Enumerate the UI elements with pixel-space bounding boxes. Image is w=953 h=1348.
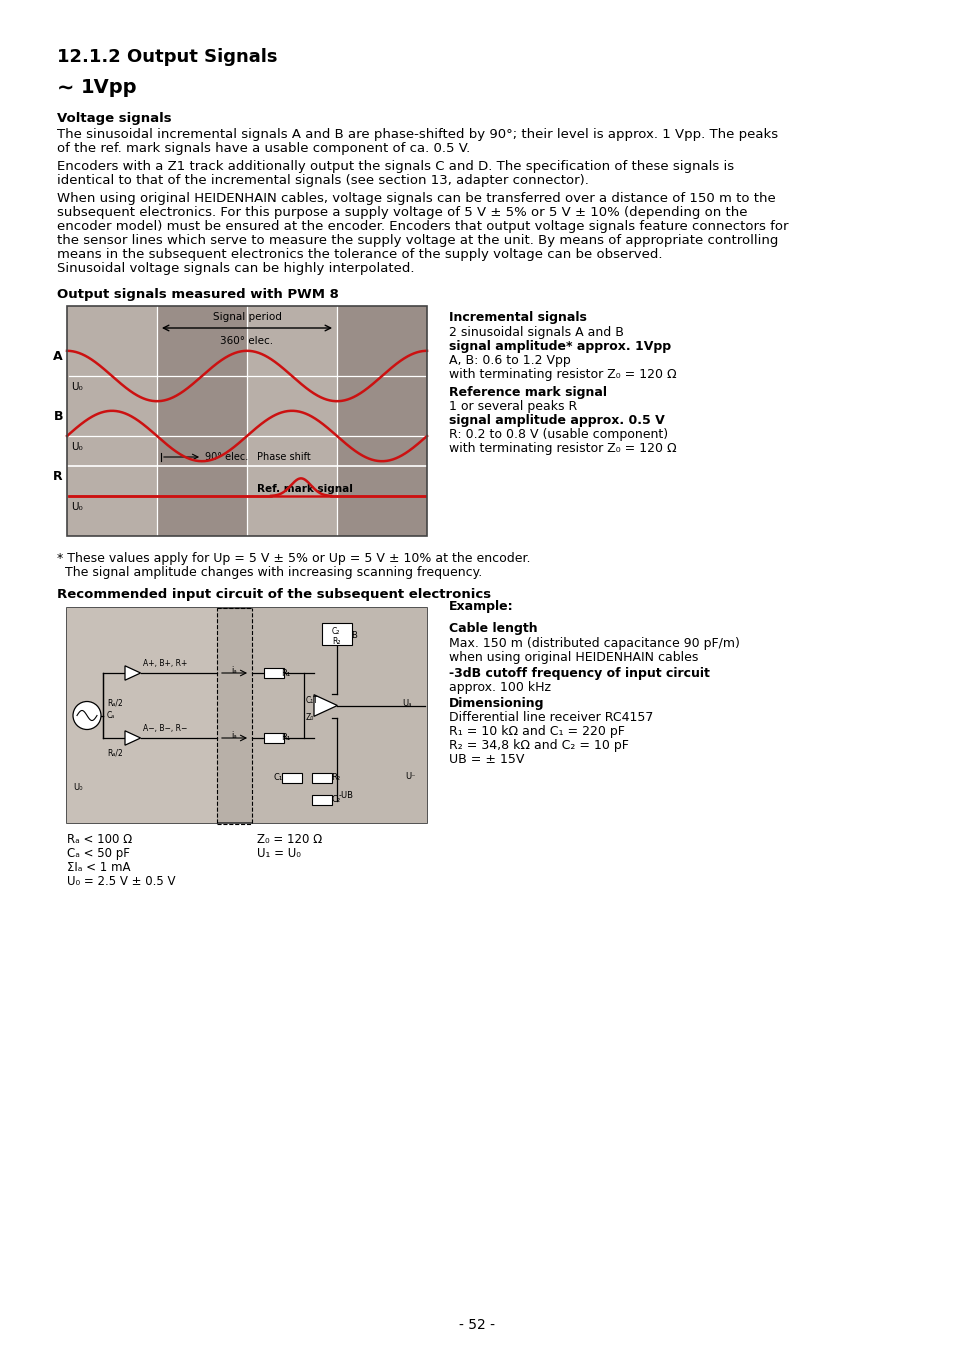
Text: Rₐ < 100 Ω: Rₐ < 100 Ω (67, 833, 132, 847)
Text: A: A (53, 350, 63, 363)
Text: 2 sinusoidal signals A and B: 2 sinusoidal signals A and B (449, 326, 623, 338)
Polygon shape (314, 694, 337, 716)
Text: Ref. mark signal: Ref. mark signal (256, 484, 353, 493)
Text: U₀: U₀ (71, 501, 83, 512)
Bar (67, 608, 216, 824)
Text: C₂: C₂ (332, 627, 340, 635)
Text: B: B (53, 410, 63, 423)
Text: U₀: U₀ (71, 381, 83, 392)
Text: C₁T: C₁T (306, 696, 318, 705)
Text: Rₐ/2: Rₐ/2 (107, 698, 123, 706)
Text: C₁: C₁ (274, 774, 282, 782)
Text: U⁻: U⁻ (405, 772, 416, 780)
Text: -UB: -UB (338, 791, 354, 801)
Text: encoder model) must be ensured at the encoder. Encoders that output voltage sign: encoder model) must be ensured at the en… (57, 220, 788, 233)
Text: 12.1.2 Output Signals: 12.1.2 Output Signals (57, 49, 277, 66)
Text: Incremental signals: Incremental signals (449, 311, 586, 324)
Text: Encoders with a Z1 track additionally output the signals C and D. The specificat: Encoders with a Z1 track additionally ou… (57, 160, 734, 173)
Text: R₁: R₁ (281, 733, 291, 743)
Text: signal amplitude approx. 0.5 V: signal amplitude approx. 0.5 V (449, 414, 664, 427)
Bar (252, 608, 427, 824)
Text: 1 or several peaks R: 1 or several peaks R (449, 400, 577, 412)
Text: means in the subsequent electronics the tolerance of the supply voltage can be o: means in the subsequent electronics the … (57, 248, 661, 262)
Text: UB = ± 15V: UB = ± 15V (449, 754, 524, 766)
Text: When using original HEIDENHAIN cables, voltage signals can be transferred over a: When using original HEIDENHAIN cables, v… (57, 191, 775, 205)
Bar (336, 306, 427, 537)
Text: R₂ = 34,8 kΩ and C₂ = 10 pF: R₂ = 34,8 kΩ and C₂ = 10 pF (449, 739, 628, 752)
Text: * These values apply for Up = 5 V ± 5% or Up = 5 V ± 10% at the encoder.: * These values apply for Up = 5 V ± 5% o… (57, 551, 530, 565)
Text: Recommended input circuit of the subsequent electronics: Recommended input circuit of the subsequ… (57, 588, 491, 601)
Text: C₂: C₂ (331, 795, 340, 805)
Text: with terminating resistor Z₀ = 120 Ω: with terminating resistor Z₀ = 120 Ω (449, 442, 676, 456)
Bar (67, 306, 427, 537)
Text: subsequent electronics. For this purpose a supply voltage of 5 V ± 5% or 5 V ± 1: subsequent electronics. For this purpose… (57, 206, 747, 218)
Text: 1Vpp: 1Vpp (81, 78, 137, 97)
Text: Cₐ: Cₐ (107, 710, 115, 720)
Text: iₐ: iₐ (232, 666, 237, 675)
Bar (322, 623, 352, 644)
Text: +UB: +UB (338, 631, 357, 639)
Text: U₀ = 2.5 V ± 0.5 V: U₀ = 2.5 V ± 0.5 V (67, 875, 175, 888)
Text: U₁ = U₀: U₁ = U₀ (256, 847, 300, 860)
Text: - 52 -: - 52 - (458, 1318, 495, 1332)
Text: Z₀: Z₀ (306, 713, 314, 723)
Text: R₁: R₁ (281, 669, 291, 678)
Bar (247, 306, 336, 537)
Text: The sinusoidal incremental signals A and B are phase-shifted by 90°; their level: The sinusoidal incremental signals A and… (57, 128, 778, 142)
Text: approx. 100 kHz: approx. 100 kHz (449, 681, 551, 694)
Text: R: 0.2 to 0.8 V (usable component): R: 0.2 to 0.8 V (usable component) (449, 429, 667, 441)
Circle shape (73, 701, 101, 729)
Text: R₁ = 10 kΩ and C₁ = 220 pF: R₁ = 10 kΩ and C₁ = 220 pF (449, 725, 624, 737)
Text: Voltage signals: Voltage signals (57, 112, 172, 125)
Text: Differential line receiver RC4157: Differential line receiver RC4157 (449, 710, 653, 724)
Text: Max. 150 m (distributed capacitance 90 pF/m): Max. 150 m (distributed capacitance 90 p… (449, 638, 740, 650)
Bar (157, 306, 247, 537)
Text: with terminating resistor Z₀ = 120 Ω: with terminating resistor Z₀ = 120 Ω (449, 368, 676, 381)
Text: Reference mark signal: Reference mark signal (449, 386, 606, 399)
Bar (312, 795, 332, 805)
Text: U₀: U₀ (73, 783, 82, 793)
Text: A, B: 0.6 to 1.2 Vpp: A, B: 0.6 to 1.2 Vpp (449, 355, 570, 367)
Text: Uₐ: Uₐ (401, 700, 411, 709)
Polygon shape (125, 731, 140, 745)
Text: A−, B−, R−: A−, B−, R− (143, 724, 187, 733)
Text: R: R (53, 470, 63, 483)
Text: R₂: R₂ (332, 636, 340, 646)
Text: Rₐ/2: Rₐ/2 (107, 748, 123, 758)
Text: R₂: R₂ (331, 774, 340, 782)
Text: iₐ: iₐ (232, 731, 237, 740)
Text: ∼: ∼ (57, 78, 74, 98)
Text: Phase shift: Phase shift (256, 452, 311, 462)
Text: U₀: U₀ (71, 442, 83, 452)
Text: signal amplitude* approx. 1Vpp: signal amplitude* approx. 1Vpp (449, 340, 670, 353)
Text: Example:: Example: (449, 600, 513, 613)
Bar (264, 733, 284, 743)
Bar (312, 772, 332, 783)
Text: of the ref. mark signals have a usable component of ca. 0.5 V.: of the ref. mark signals have a usable c… (57, 142, 470, 155)
Text: Dimensioning: Dimensioning (449, 697, 544, 710)
Text: identical to that of the incremental signals (see section 13, adapter connector): identical to that of the incremental sig… (57, 174, 588, 187)
Text: Cable length: Cable length (449, 621, 537, 635)
Text: Output signals measured with PWM 8: Output signals measured with PWM 8 (57, 288, 338, 301)
Text: when using original HEIDENHAIN cables: when using original HEIDENHAIN cables (449, 651, 698, 665)
Text: Signal period: Signal period (213, 311, 281, 322)
Text: ΣIₐ < 1 mA: ΣIₐ < 1 mA (67, 861, 131, 874)
Polygon shape (125, 666, 140, 681)
Text: -3dB cutoff frequency of input circuit: -3dB cutoff frequency of input circuit (449, 667, 709, 679)
Bar (67, 608, 427, 824)
Text: Z₀ = 120 Ω: Z₀ = 120 Ω (256, 833, 322, 847)
Bar (264, 669, 284, 678)
Text: 360° elec.: 360° elec. (220, 336, 274, 346)
Text: Sinusoidal voltage signals can be highly interpolated.: Sinusoidal voltage signals can be highly… (57, 262, 414, 275)
Text: Cₐ < 50 pF: Cₐ < 50 pF (67, 847, 130, 860)
Text: A+, B+, R+: A+, B+, R+ (143, 659, 187, 669)
Text: the sensor lines which serve to measure the supply voltage at the unit. By means: the sensor lines which serve to measure … (57, 235, 778, 247)
Bar (67, 306, 157, 537)
Bar (282, 772, 302, 783)
Text: 90° elec.: 90° elec. (205, 452, 248, 462)
Text: The signal amplitude changes with increasing scanning frequency.: The signal amplitude changes with increa… (57, 566, 482, 580)
